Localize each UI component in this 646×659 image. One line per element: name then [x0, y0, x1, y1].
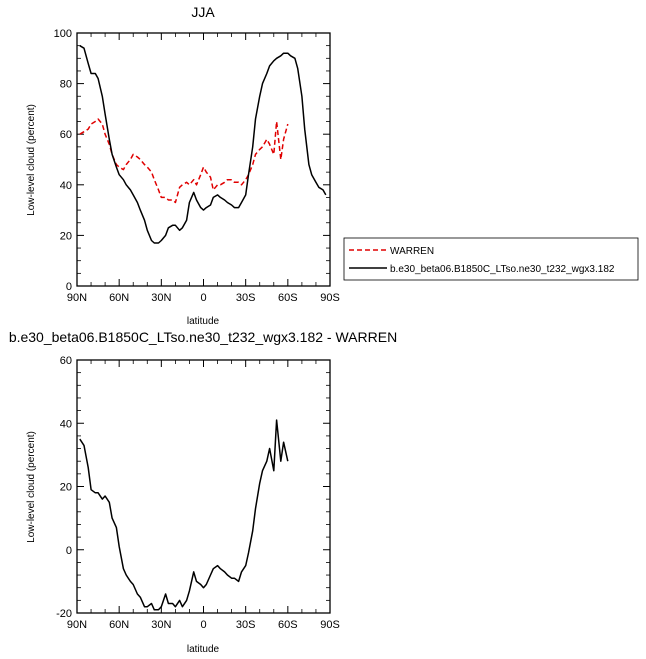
top-x-tick-label: 30N — [151, 292, 171, 304]
bottom-y-tick-label: 0 — [66, 545, 72, 557]
bottom-chart-title: b.e30_beta06.B1850C_LTso.ne30_t232_wgx3.… — [9, 329, 397, 345]
bottom-x-tick-label: 0 — [200, 619, 206, 631]
bottom-chart: b.e30_beta06.B1850C_LTso.ne30_t232_wgx3.… — [9, 329, 397, 655]
bottom-series-line-0 — [79, 419, 289, 611]
bottom-y-axis-label: Low-level cloud (percent) — [26, 431, 37, 543]
bottom-x-tick-labels: 90N 60N 30N 0 30S 60S 90S — [67, 619, 340, 631]
bottom-y-tick-label: 40 — [60, 418, 72, 430]
legend-box — [343, 237, 639, 281]
top-y-tick-label: 100 — [54, 28, 72, 40]
top-y-tick-label: 40 — [60, 180, 72, 192]
top-y-tick-label: 60 — [60, 129, 72, 141]
top-x-tick-label: 60S — [278, 292, 298, 304]
bottom-x-tick-label: 90N — [67, 619, 87, 631]
bottom-x-tick-label: 30S — [236, 619, 256, 631]
bottom-x-tick-label: 30N — [151, 619, 171, 631]
bottom-y-tick-label: 60 — [60, 355, 72, 367]
top-series-line-0 — [79, 118, 289, 204]
top-y-tick-label: 20 — [60, 230, 72, 242]
bottom-x-axis-label: latitude — [187, 644, 220, 655]
bottom-x-tick-label: 60N — [109, 619, 129, 631]
top-x-tick-label: 90N — [67, 292, 87, 304]
bottom-series-group — [79, 419, 289, 611]
top-series-line-1 — [79, 45, 327, 244]
top-x-tick-label: 0 — [200, 292, 206, 304]
top-y-tick-label: 0 — [66, 281, 72, 293]
top-y-tick-labels: 0 20 40 60 80 100 — [54, 28, 72, 293]
legend: WARREN b.e30_beta06.B1850C_LTso.ne30_t23… — [343, 237, 639, 281]
top-x-tick-label: 60N — [109, 292, 129, 304]
bottom-plot-frame — [76, 359, 331, 614]
top-chart-title: JJA — [191, 4, 215, 20]
legend-label-warren: WARREN — [390, 246, 434, 257]
top-x-axis-label: latitude — [187, 316, 220, 327]
top-y-tick-label: 80 — [60, 79, 72, 91]
bottom-y-tick-labels: -20 0 20 40 60 — [56, 355, 72, 620]
top-x-tick-labels: 90N 60N 30N 0 30S 60S 90S — [67, 292, 340, 304]
top-chart: JJA 0 20 40 60 80 100 90N 60N 30N 0 30S 60S 90S lat… — [26, 4, 340, 327]
bottom-x-tick-label: 60S — [278, 619, 298, 631]
top-y-axis-label: Low-level cloud (percent) — [26, 104, 37, 216]
bottom-y-tick-label: 20 — [60, 482, 72, 494]
top-x-tick-label: 30S — [236, 292, 256, 304]
bottom-y-tick-label: -20 — [56, 608, 72, 620]
bottom-x-tick-label: 90S — [320, 619, 340, 631]
legend-label-model: b.e30_beta06.B1850C_LTso.ne30_t232_wgx3.… — [390, 264, 615, 275]
top-ticks — [76, 32, 331, 287]
top-series-group — [79, 45, 327, 244]
bottom-ticks — [76, 359, 331, 614]
top-x-tick-label: 90S — [320, 292, 340, 304]
